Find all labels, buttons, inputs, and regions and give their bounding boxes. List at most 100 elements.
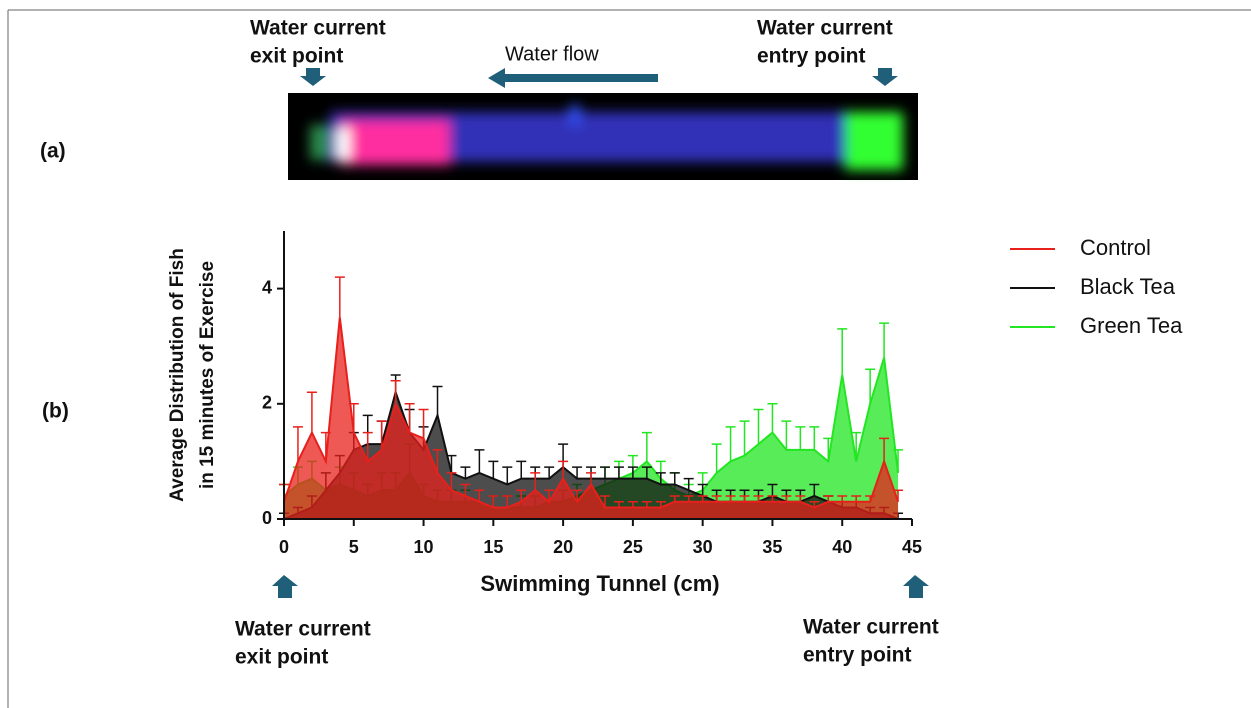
error-bar xyxy=(837,328,848,375)
error-bar xyxy=(320,431,331,462)
error-bar xyxy=(697,495,708,502)
annotation: Water flow xyxy=(505,43,599,65)
error-bar xyxy=(753,495,764,502)
arrow xyxy=(903,575,929,598)
x-tick-label: 40 xyxy=(832,537,852,557)
x-axis-label: Swimming Tunnel (cm) xyxy=(480,571,719,596)
error-bar xyxy=(544,466,555,479)
arrow xyxy=(488,68,658,88)
error-bar xyxy=(334,276,345,318)
error-bar xyxy=(781,495,792,502)
error-bar xyxy=(572,489,583,502)
error-bar xyxy=(781,420,792,450)
arrow xyxy=(300,68,326,86)
series xyxy=(279,276,904,519)
error-bar xyxy=(530,472,541,491)
y-tick-label: 4 xyxy=(262,277,272,297)
x-tick-label: 35 xyxy=(762,537,782,557)
error-bar xyxy=(711,495,722,502)
annotation: exit point xyxy=(250,45,343,68)
error-bar xyxy=(711,443,722,473)
error-bar xyxy=(432,385,443,416)
error-bar xyxy=(599,495,610,508)
error-bar xyxy=(879,437,890,462)
y-tick-label: 2 xyxy=(262,393,272,413)
error-bar xyxy=(376,420,387,450)
area xyxy=(284,357,899,519)
annotation: exit point xyxy=(235,646,328,669)
error-bar xyxy=(753,408,764,445)
error-bar xyxy=(362,431,373,462)
error-bar xyxy=(893,449,904,473)
error-bar xyxy=(474,449,485,473)
error-bar xyxy=(460,483,471,496)
error-bar xyxy=(418,408,429,439)
error-bar xyxy=(669,472,680,485)
error-bar xyxy=(823,495,834,502)
error-bar xyxy=(697,483,708,496)
error-bar xyxy=(446,454,457,473)
error-bar xyxy=(516,460,527,479)
x-tick-label: 20 xyxy=(553,537,573,557)
error-bar xyxy=(795,426,806,450)
x-tick-label: 15 xyxy=(483,537,503,557)
legend-label: Control xyxy=(1080,235,1151,260)
legend-label: Black Tea xyxy=(1080,274,1176,299)
arrow xyxy=(872,68,898,86)
error-bar xyxy=(739,420,750,456)
arrow xyxy=(272,575,298,598)
y-axis-label: Average Distribution of Fish xyxy=(167,248,188,502)
x-tick-label: 30 xyxy=(693,537,713,557)
error-bar xyxy=(558,460,569,479)
annotation: Water current xyxy=(757,17,893,40)
error-bar xyxy=(474,489,485,502)
panel-label: (a) xyxy=(40,140,66,163)
error-bar xyxy=(641,431,652,462)
error-bar xyxy=(655,472,666,485)
area xyxy=(284,317,899,519)
error-bar xyxy=(851,431,862,462)
error-bar xyxy=(725,426,736,462)
panel-label: (b) xyxy=(42,400,69,423)
error-bar xyxy=(655,500,666,508)
x-tick-label: 0 xyxy=(279,537,289,557)
x-tick-label: 10 xyxy=(414,537,434,557)
error-bar xyxy=(683,495,694,502)
error-bar xyxy=(809,500,820,508)
annotation: Water current xyxy=(235,618,371,641)
error-bar xyxy=(488,495,499,508)
error-bar xyxy=(865,368,876,404)
error-bar xyxy=(348,403,359,433)
error-bar xyxy=(572,466,583,479)
error-bar xyxy=(795,495,806,502)
error-bar xyxy=(586,472,597,485)
error-bar xyxy=(865,495,876,502)
error-bar xyxy=(851,495,862,502)
error-bar xyxy=(823,437,834,462)
error-bar xyxy=(739,495,750,502)
annotation: entry point xyxy=(803,644,912,667)
error-bar xyxy=(767,403,778,433)
error-bar xyxy=(879,322,890,358)
error-bar xyxy=(725,495,736,502)
error-bar xyxy=(613,466,624,479)
heatmap-image xyxy=(288,93,918,180)
legend-label: Green Tea xyxy=(1080,313,1183,338)
error-bar xyxy=(627,500,638,508)
error-bar xyxy=(516,489,527,502)
error-bar xyxy=(767,495,778,502)
error-bar xyxy=(837,495,848,502)
annotation: Water current xyxy=(803,616,939,639)
error-bar xyxy=(641,466,652,479)
error-bar xyxy=(669,495,680,502)
annotation: entry point xyxy=(757,45,866,68)
error-bar xyxy=(544,489,555,502)
error-bar xyxy=(460,466,471,479)
error-bar xyxy=(809,426,820,450)
error-bar xyxy=(641,500,652,508)
error-bar xyxy=(404,403,415,433)
error-bar xyxy=(683,477,694,491)
x-tick-label: 45 xyxy=(902,537,922,557)
error-bar xyxy=(292,426,303,462)
